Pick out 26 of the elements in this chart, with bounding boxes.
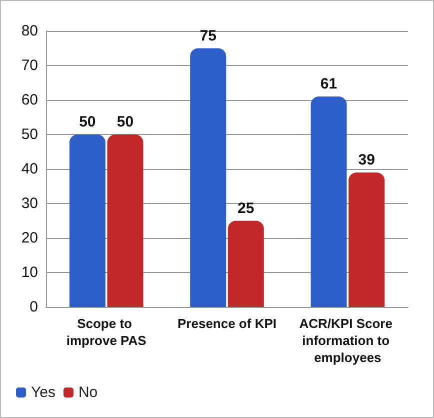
bar (190, 48, 226, 307)
y-tick-label: 40 (21, 160, 38, 178)
bar (348, 172, 385, 307)
y-tick-label: 30 (21, 195, 38, 212)
bar (107, 134, 144, 307)
y-tick-label: 0 (30, 298, 38, 316)
bar (228, 220, 264, 307)
y-tick-label: 50 (21, 126, 38, 143)
x-tick-label: Presence of KPI (178, 316, 276, 331)
data-label: 50 (116, 114, 134, 130)
data-label: 61 (320, 76, 338, 93)
data-label: 75 (200, 27, 216, 44)
bar (69, 134, 106, 307)
y-tick-label: 60 (21, 92, 38, 108)
y-tick-label: 80 (21, 22, 38, 40)
data-label: 25 (238, 200, 254, 217)
x-tick-label: Scope to improve PAS (66, 316, 147, 348)
legend-label: Yes (31, 384, 56, 401)
data-label: 50 (79, 114, 96, 130)
x-tick-label: ACR/KPI Score information to employees (299, 316, 396, 365)
y-tick-label: 20 (21, 230, 38, 246)
bar (310, 96, 347, 307)
y-tick-label: 70 (21, 57, 38, 74)
legend-label: No (78, 384, 98, 401)
y-tick-label: 10 (21, 264, 38, 281)
data-label: 39 (358, 151, 375, 168)
